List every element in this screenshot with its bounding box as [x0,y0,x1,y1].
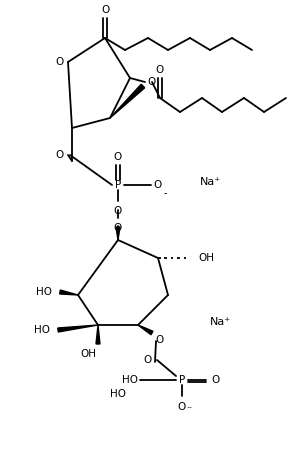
Polygon shape [58,325,98,332]
Polygon shape [138,325,153,335]
Text: O: O [143,355,151,365]
Polygon shape [96,325,100,344]
Polygon shape [60,290,78,295]
Text: Na⁺: Na⁺ [209,317,231,327]
Text: P: P [179,375,185,385]
Text: O: O [178,402,186,412]
Text: O: O [114,223,122,233]
Text: O: O [153,180,161,190]
Text: HO: HO [110,389,126,399]
Text: O: O [101,5,109,15]
Text: OH: OH [198,253,214,263]
Text: O: O [156,65,164,75]
Text: P: P [115,180,121,190]
Text: Na⁺: Na⁺ [199,177,221,187]
Text: OH: OH [80,349,96,359]
Text: HO: HO [34,325,50,335]
Text: O: O [211,375,219,385]
Text: ⁻: ⁻ [187,405,192,415]
Polygon shape [110,84,145,118]
Text: HO: HO [36,287,52,297]
Text: -: - [163,188,167,198]
Text: HO: HO [122,375,138,385]
Polygon shape [116,227,120,240]
Text: O: O [114,206,122,216]
Text: O: O [114,152,122,162]
Text: O: O [147,77,155,87]
Text: O: O [156,335,164,345]
Text: O: O [56,57,64,67]
Text: O: O [56,150,64,160]
